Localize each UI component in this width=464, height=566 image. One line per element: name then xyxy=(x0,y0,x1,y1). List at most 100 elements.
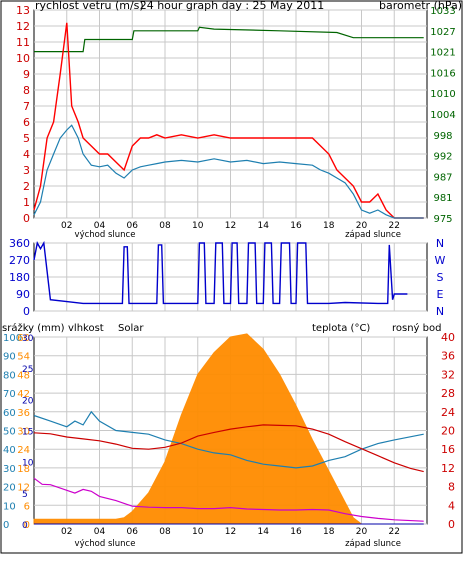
x-tick-label: 08 xyxy=(159,527,171,537)
humidity-tick-label: 90 xyxy=(3,352,16,363)
temperature-label: teplota (°C) xyxy=(312,323,370,334)
dewpoint-line xyxy=(33,477,424,522)
pressure-tick-label: 975 xyxy=(433,214,452,225)
pressure-tick-label: 1016 xyxy=(430,68,455,79)
rain-label: srážky (mm) xyxy=(2,322,65,334)
direction-tick-label: 0 xyxy=(23,305,30,318)
temp-tick-label: 40 xyxy=(441,331,455,344)
compass-tick-label: S xyxy=(437,271,444,284)
x-tick-label: 16 xyxy=(290,527,302,537)
pressure-tick-label: 981 xyxy=(433,193,452,204)
solar-label: Solar xyxy=(118,323,144,334)
x-tick-label: 06 xyxy=(127,527,139,537)
sunset-label-bottom: západ slunce xyxy=(345,539,401,549)
solar-tick-label: 54 xyxy=(17,352,30,363)
wind-speed-label: rychlost vetru (m/s) xyxy=(35,0,144,12)
x-tick-label: 14 xyxy=(258,221,270,231)
direction-tick-label: 270 xyxy=(9,254,30,267)
direction-tick-label: 90 xyxy=(16,288,30,301)
humidity-tick-label: 70 xyxy=(3,389,16,400)
axes-layer: 0202040406060808101012121414161618182020… xyxy=(3,4,456,537)
x-tick-label: 18 xyxy=(323,527,335,537)
humidity-tick-label: 40 xyxy=(3,445,16,456)
pressure-tick-label: 992 xyxy=(433,152,452,163)
solar-tick-label: 18 xyxy=(17,464,30,475)
x-tick-label: 14 xyxy=(258,527,270,537)
direction-tick-label: 360 xyxy=(9,237,30,250)
temp-tick-label: 16 xyxy=(441,443,455,456)
humidity-line xyxy=(33,410,424,469)
solar-tick-label: 60 xyxy=(17,333,30,344)
pressure-tick-label: 1027 xyxy=(430,27,455,38)
x-tick-label: 08 xyxy=(159,221,171,231)
rain-tick-label: 10 xyxy=(22,459,34,469)
x-tick-label: 12 xyxy=(225,221,236,231)
temp-tick-label: 28 xyxy=(441,387,455,400)
solar-tick-label: 12 xyxy=(17,483,30,494)
temp-tick-label: 0 xyxy=(448,518,455,531)
temp-tick-label: 4 xyxy=(448,499,455,512)
compass-tick-label: W xyxy=(435,254,446,267)
rain-tick-label: 20 xyxy=(22,396,34,406)
wind-tick-label: 6 xyxy=(23,116,30,129)
humidity-tick-label: 80 xyxy=(3,370,16,381)
wind-tick-label: 1 xyxy=(23,196,30,209)
humidity-tick-label: 30 xyxy=(3,464,16,475)
wind-tick-label: 3 xyxy=(23,164,30,177)
compass-tick-label: N xyxy=(436,237,444,250)
x-tick-label: 16 xyxy=(290,221,302,231)
temperature-line xyxy=(33,424,424,473)
temp-tick-label: 8 xyxy=(448,481,455,494)
pressure-tick-label: 998 xyxy=(433,131,452,142)
wind-direction-line xyxy=(33,240,408,305)
x-tick-label: 02 xyxy=(61,221,72,231)
pressure-tick-label: 987 xyxy=(433,172,452,183)
x-tick-label: 18 xyxy=(323,221,335,231)
x-tick-label: 06 xyxy=(127,221,139,231)
humidity-tick-label: 20 xyxy=(3,483,16,494)
x-tick-label: 02 xyxy=(61,527,72,537)
sunrise-label-top: východ slunce xyxy=(75,230,136,240)
wind-tick-label: 4 xyxy=(23,148,30,161)
rain-tick-label: 30 xyxy=(22,334,34,344)
sunrise-label-bottom: východ slunce xyxy=(75,539,136,549)
wind-tick-label: 8 xyxy=(23,84,30,97)
chart-title: 24 hour graph day : 25 May 2011 xyxy=(140,0,325,12)
x-tick-label: 22 xyxy=(389,221,400,231)
temp-tick-label: 20 xyxy=(441,425,455,438)
pressure-tick-label: 1004 xyxy=(430,110,455,121)
wind-gust-line xyxy=(33,22,424,219)
x-tick-label: 10 xyxy=(192,527,204,537)
solar-tick-label: 36 xyxy=(17,408,30,419)
pressure-tick-label: 1010 xyxy=(430,89,455,100)
dewpoint-label: rosný bod xyxy=(392,322,441,334)
x-tick-label: 12 xyxy=(225,527,236,537)
humidity-tick-label: 50 xyxy=(3,427,16,438)
sunset-label-top: západ slunce xyxy=(345,230,401,240)
wind-tick-label: 0 xyxy=(23,212,30,225)
x-tick-label: 04 xyxy=(94,527,106,537)
humidity-tick-label: 60 xyxy=(3,408,16,419)
temp-tick-label: 12 xyxy=(441,462,455,475)
wind-tick-label: 13 xyxy=(16,4,30,17)
barometer-label: barometr (hPa) xyxy=(379,0,462,12)
series-layer xyxy=(33,22,424,525)
wind-tick-label: 7 xyxy=(23,100,30,113)
compass-tick-label: E xyxy=(437,288,444,301)
solar-tick-label: 6 xyxy=(24,501,30,512)
solar-tick-label: 0 xyxy=(24,520,30,531)
x-tick-label: 20 xyxy=(356,527,368,537)
wind-tick-label: 11 xyxy=(16,36,30,49)
solar-tick-label: 48 xyxy=(17,370,30,381)
rain-tick-label: 0 xyxy=(22,521,28,531)
pressure-tick-label: 1021 xyxy=(430,48,455,59)
x-tick-label: 20 xyxy=(356,221,368,231)
wind-tick-label: 9 xyxy=(23,68,30,81)
compass-tick-label: N xyxy=(436,305,444,318)
outer-frame xyxy=(0,0,463,554)
wind-tick-label: 5 xyxy=(23,132,30,145)
humidity-tick-label: 0 xyxy=(3,520,9,531)
temp-tick-label: 24 xyxy=(441,406,455,419)
solar-tick-label: 24 xyxy=(17,445,30,456)
